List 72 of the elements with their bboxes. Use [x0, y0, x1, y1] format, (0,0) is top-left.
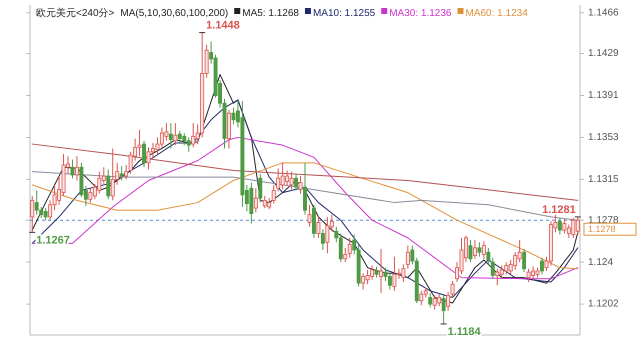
candlestick: [571, 218, 576, 238]
candlestick: [70, 159, 74, 179]
legend-label: MA10: 1.1255: [312, 8, 376, 19]
candlestick: [558, 218, 562, 236]
candlestick: [504, 262, 508, 275]
line-series: [32, 144, 578, 201]
y-tick-label: 1.1391: [588, 90, 620, 102]
y-tick-label: 1.1315: [588, 174, 620, 186]
candlestick: [508, 259, 513, 275]
candlestick: [446, 291, 450, 312]
chart-subtitle: MA(5,10,30,60,100,200): [120, 8, 228, 19]
candlestick: [30, 195, 34, 233]
candlestick: [320, 228, 325, 251]
candlestick: [388, 272, 392, 290]
candlestick: [477, 242, 482, 258]
candlestick: [490, 257, 495, 280]
candlestick: [74, 156, 79, 181]
line-series: [32, 162, 578, 270]
candlestick: [267, 198, 272, 210]
candlestick: [173, 122, 178, 146]
candlestick: [472, 240, 477, 260]
y-tick-label: 1.1202: [588, 298, 620, 310]
candlestick: [254, 188, 258, 213]
candlestick: [128, 151, 133, 174]
candlestick: [450, 280, 455, 298]
candlestick: [428, 292, 432, 308]
y-tick-label: 1.1466: [588, 7, 620, 18]
candlestick: [191, 122, 196, 148]
candlestick: [522, 248, 526, 273]
candlestick: [97, 171, 102, 194]
candlestick: [406, 245, 410, 270]
candlestick: [110, 148, 115, 201]
candlestick: [486, 247, 490, 265]
legend-label: MA5: 1.1268: [242, 8, 300, 19]
candlestick: [120, 166, 124, 181]
y-tick-label: 1.1429: [588, 48, 620, 60]
y-tick-label: 1.124: [588, 256, 614, 268]
candlestick: [424, 287, 428, 298]
candlestick: [379, 248, 383, 294]
candlestick: [294, 173, 298, 191]
annotation: 1.1184: [448, 326, 482, 338]
candlestick: [276, 168, 280, 192]
candlestick: [178, 130, 182, 144]
candlestick: [401, 264, 406, 283]
candlestick: [262, 195, 267, 209]
candlestick: [298, 176, 302, 194]
candlestick: [442, 294, 446, 324]
candlestick: [374, 266, 379, 278]
candlestick: [482, 240, 486, 260]
candlestick: [106, 168, 110, 200]
candlestick: [303, 162, 307, 216]
candlestick: [124, 164, 128, 180]
candlestick: [540, 257, 544, 275]
candlestick: [432, 294, 437, 310]
annotation: 1.1448: [206, 20, 240, 32]
candlestick: [272, 184, 276, 204]
y-tick-label: 1.1353: [588, 132, 620, 144]
line-series: [32, 136, 578, 280]
candlestick: [361, 272, 366, 290]
candlestick: [168, 122, 173, 149]
candlestick: [526, 268, 531, 283]
annotation: 1.1281: [542, 204, 576, 216]
candlestick: [316, 215, 320, 238]
legend-label: MA60: 1.1234: [465, 8, 528, 19]
chart-title: 欧元美元<240分>: [36, 7, 115, 19]
candlestick: [308, 204, 312, 228]
candlestick: [164, 122, 168, 142]
candlestick: [468, 240, 472, 263]
candlestick: [142, 140, 146, 168]
candlestick: [34, 190, 39, 216]
candlestick: [495, 268, 500, 286]
legend-label: MA30: 1.1236: [389, 8, 452, 19]
